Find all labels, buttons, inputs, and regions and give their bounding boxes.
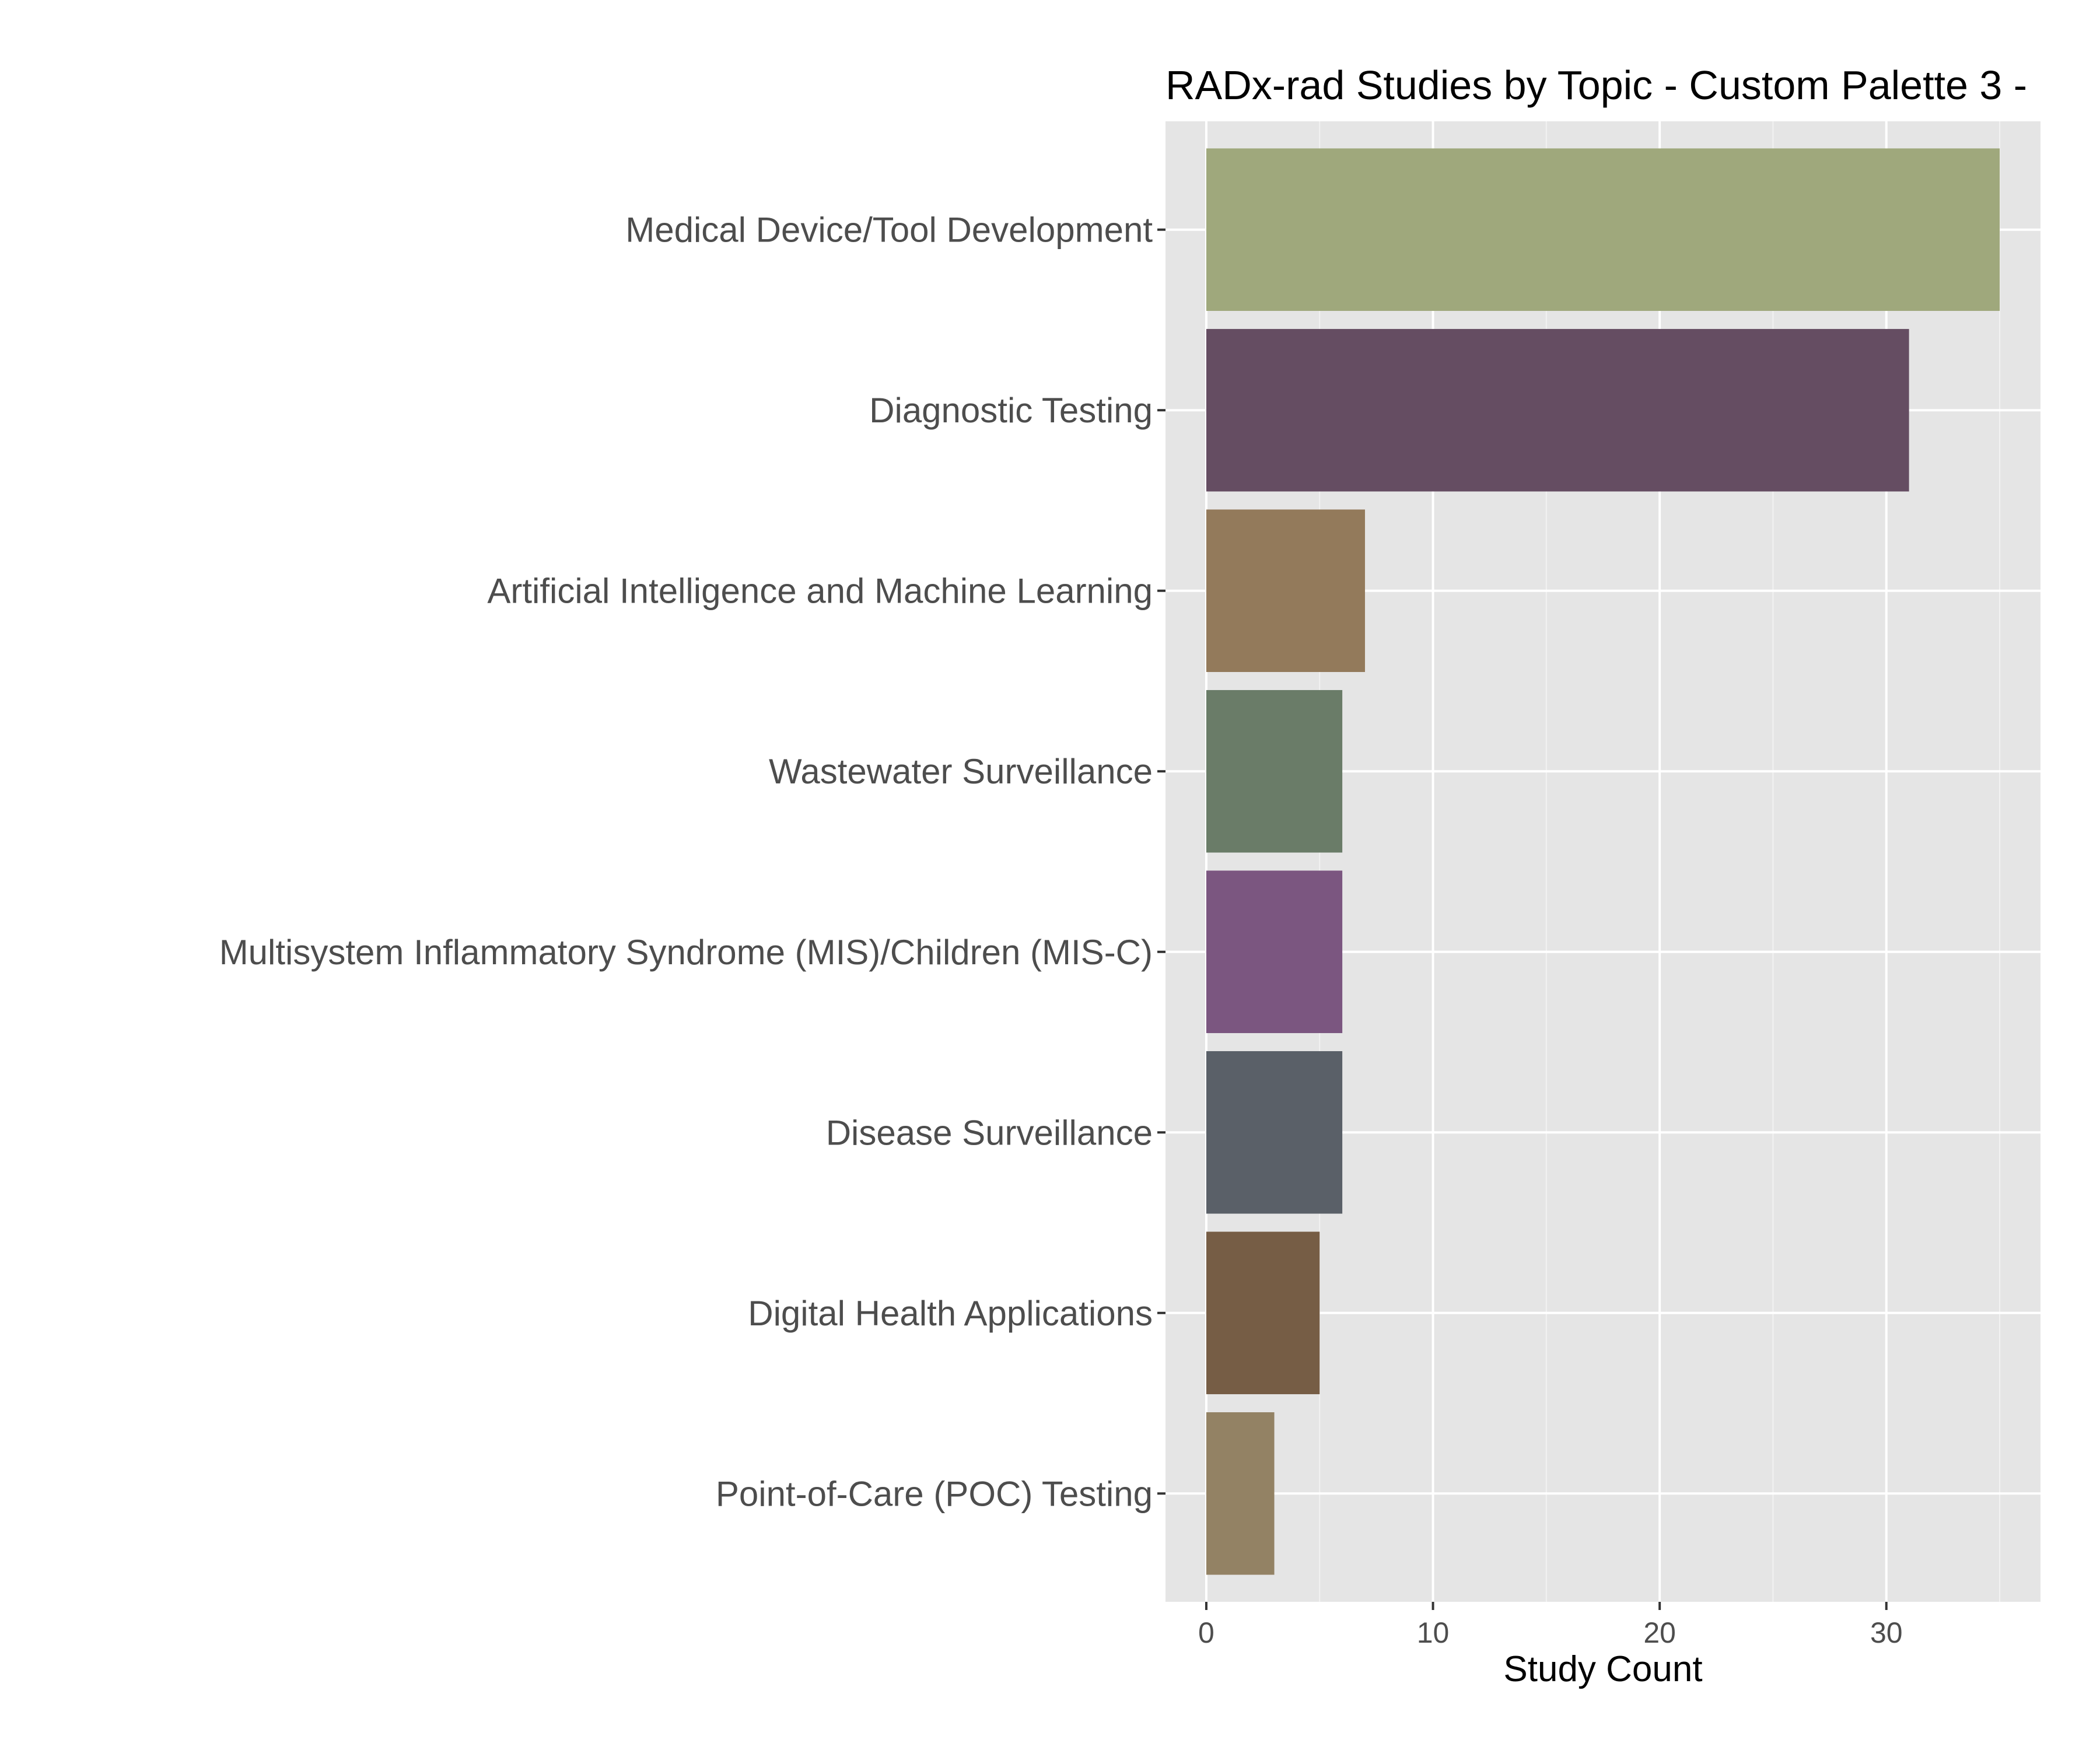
bar-wastewater-surveillance (1206, 690, 1343, 853)
x-tick-label: 30 (1870, 1616, 1903, 1649)
bar-digital-health-applications (1206, 1231, 1320, 1395)
x-tick-label: 20 (1643, 1616, 1676, 1649)
bar-point-of-care-poc-testing (1206, 1412, 1275, 1575)
bar-multisystem-inflammatory-syndrome-mis-children-mis-c (1206, 870, 1343, 1034)
x-tick-label: 0 (1198, 1616, 1214, 1649)
y-tick-label: Artificial Intelligence and Machine Lear… (487, 572, 1153, 611)
y-tick-label: Multisystem Inflammatory Syndrome (MIS)/… (219, 933, 1153, 972)
x-axis-label: Study Count (1503, 1649, 1702, 1689)
y-tick-label: Digital Health Applications (748, 1294, 1153, 1333)
bar-artificial-intelligence-and-machine-learning (1206, 509, 1365, 673)
x-tick-label: 10 (1417, 1616, 1450, 1649)
chart-title: RADx-rad Studies by Topic - Custom Palet… (1166, 62, 2027, 108)
bar-diagnostic-testing (1206, 328, 1909, 492)
y-tick-label: Medical Device/Tool Development (625, 211, 1153, 250)
bar-medical-device-tool-development (1206, 148, 2000, 311)
y-axis-ticks: Medical Device/Tool Development Diagnosti… (219, 211, 1166, 1513)
x-axis-ticks: 0 10 20 30 (1198, 1602, 1903, 1649)
y-tick-label: Point-of-Care (POC) Testing (716, 1474, 1153, 1513)
bar-disease-surveillance (1206, 1051, 1343, 1214)
y-tick-label: Diagnostic Testing (869, 391, 1153, 430)
y-tick-label: Wastewater Surveillance (769, 752, 1153, 791)
bars (1206, 148, 2000, 1575)
y-tick-label: Disease Surveillance (826, 1113, 1153, 1152)
